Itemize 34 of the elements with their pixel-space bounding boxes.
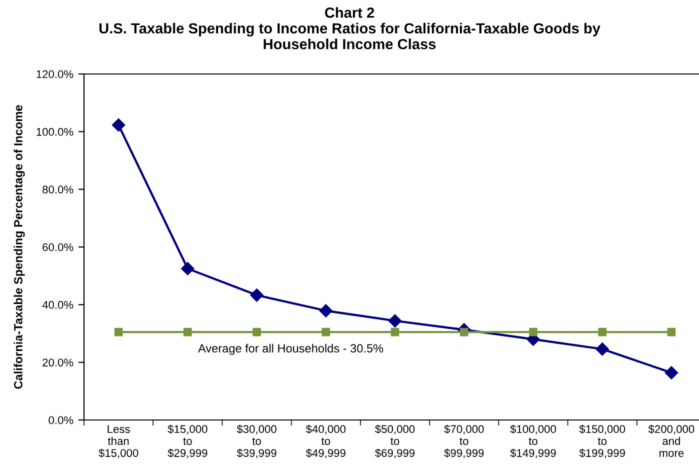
y-tick-label: 20.0% xyxy=(42,358,74,366)
y-tick-label: 0.0% xyxy=(48,416,74,424)
chart-title: Chart 2 U.S. Taxable Spending to Income Ratios for California-Taxable Goods by Household Income Class xyxy=(99,7,600,50)
y-tick-label: 120.0% xyxy=(36,70,74,78)
x-tick-label: $15,000 to $29,999 xyxy=(168,424,208,458)
point xyxy=(388,314,402,328)
point xyxy=(529,328,538,336)
point xyxy=(322,328,330,336)
x-tick-label: $70,000 to $99,999 xyxy=(444,424,484,458)
point xyxy=(252,328,261,336)
point xyxy=(664,366,678,380)
point xyxy=(667,328,676,336)
point xyxy=(112,118,126,132)
y-tick-label: 100.0% xyxy=(36,128,74,136)
point xyxy=(598,328,606,336)
x-tick-label: $150,000 to $199,999 xyxy=(579,424,626,458)
annotation: Average for all Households - 30.5% xyxy=(198,344,384,355)
x-tick-label: Less than $15,000 xyxy=(98,425,138,458)
x-tick-label: $30,000 to $39,999 xyxy=(236,424,276,458)
x-tick-label: $40,000 to $49,999 xyxy=(306,424,346,458)
x-tick-label: $50,000 to $69,999 xyxy=(375,424,415,458)
x-tick-label: $100,000 to $149,999 xyxy=(510,424,556,458)
point xyxy=(114,328,123,336)
y-tick-label: 60.0% xyxy=(42,243,74,252)
y-tick-label: 40.0% xyxy=(42,300,74,309)
x-tick-label: $200,000 and more xyxy=(648,424,694,457)
point xyxy=(250,288,264,302)
point xyxy=(184,328,192,336)
y-axis-title: California-Taxable Spending Percentage of Income xyxy=(14,105,25,389)
point xyxy=(390,328,400,336)
point xyxy=(319,304,332,318)
y-tick-label: 80.0% xyxy=(42,186,74,194)
point xyxy=(181,262,194,276)
point xyxy=(596,342,609,356)
